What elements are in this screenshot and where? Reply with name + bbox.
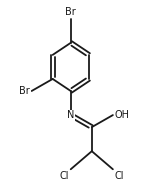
Text: Br: Br [65,7,76,17]
Text: OH: OH [114,110,129,120]
Text: Br: Br [19,86,30,96]
Text: N: N [67,110,74,120]
Text: Cl: Cl [114,171,124,181]
Text: Cl: Cl [60,171,69,181]
